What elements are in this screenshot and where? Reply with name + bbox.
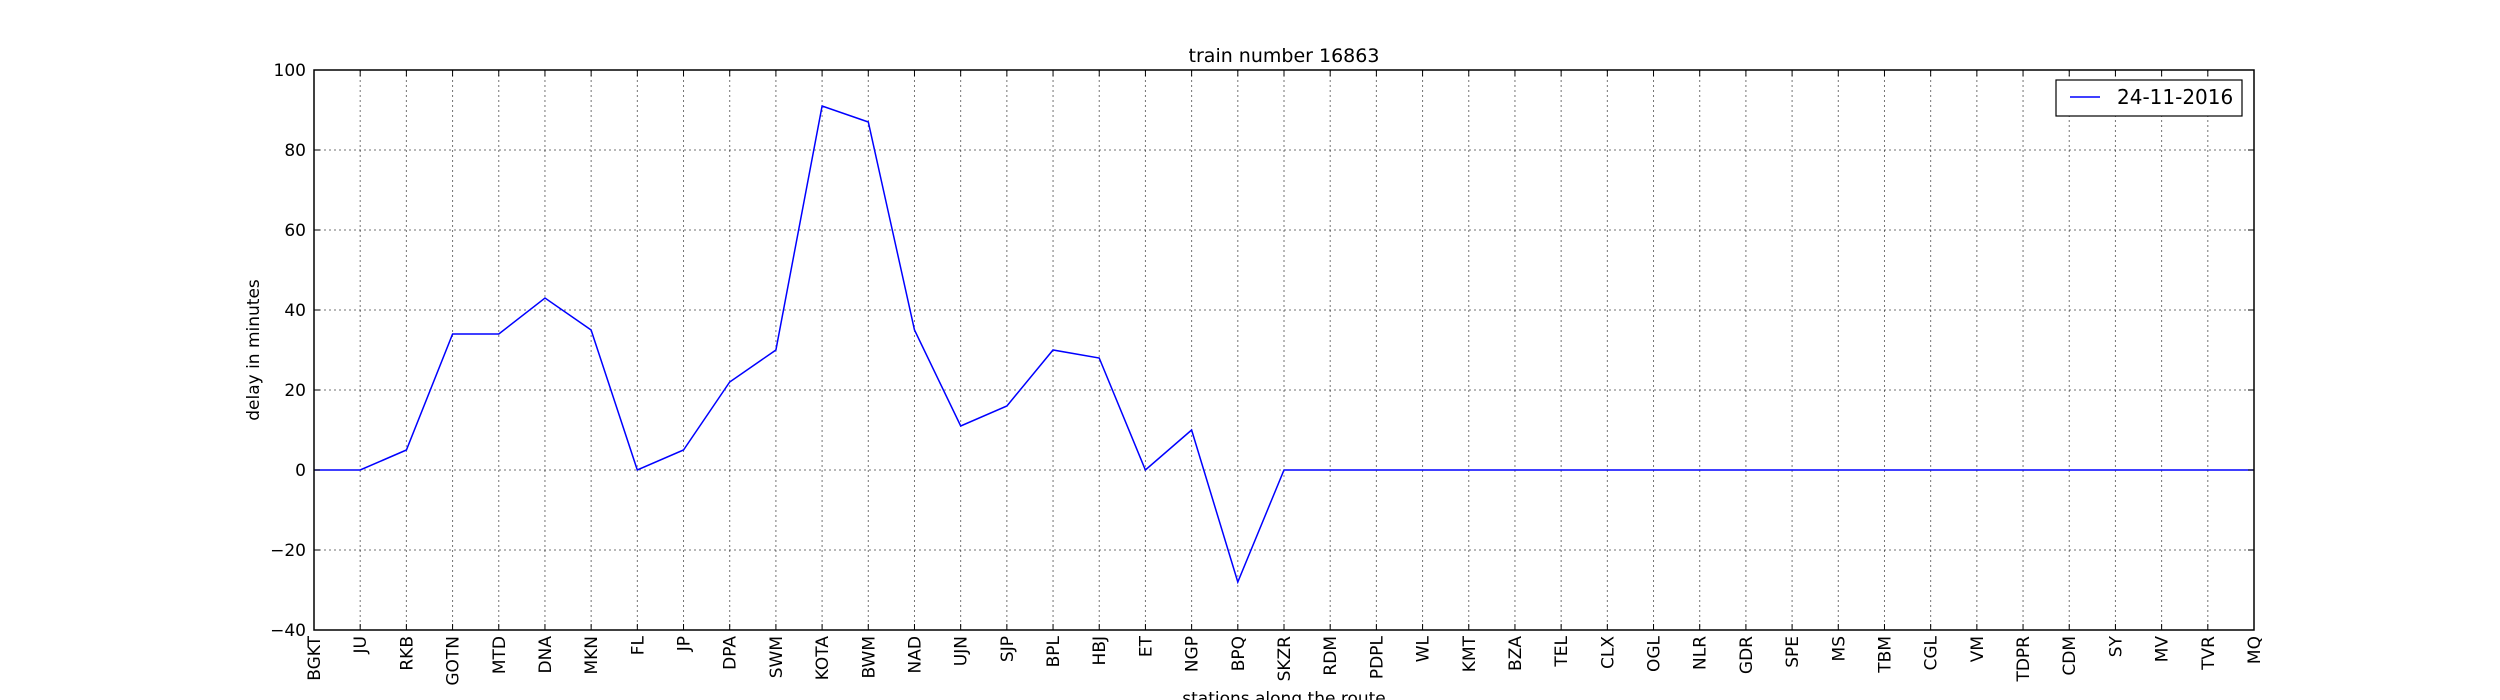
- x-tick-label: NGP: [1183, 636, 1203, 672]
- x-tick-label: HBJ: [1090, 636, 1110, 665]
- x-tick-label: NLR: [1691, 636, 1711, 670]
- x-tick-label: SKZR: [1275, 636, 1295, 682]
- y-tick-label: 60: [284, 221, 306, 241]
- x-tick-label: BZA: [1506, 636, 1526, 671]
- x-tick-label: RDM: [1321, 636, 1341, 676]
- x-tick-label: BGKT: [305, 635, 325, 680]
- y-tick-label: −40: [270, 621, 306, 641]
- x-tick-label: SPE: [1783, 636, 1803, 668]
- x-tick-label: JP: [675, 636, 695, 652]
- y-tick-label: 100: [274, 61, 306, 81]
- ticks: [313, 69, 2255, 631]
- x-tick-label: GDR: [1737, 636, 1757, 674]
- legend-label: 24-11-2016: [2117, 85, 2233, 109]
- x-tick-label: MQ: [2245, 636, 2265, 664]
- y-tick-label: 20: [284, 381, 306, 401]
- x-tick-label: KMT: [1460, 635, 1480, 672]
- y-tick-label: −20: [270, 541, 306, 561]
- series-line: [314, 105, 2254, 585]
- x-tick-label: TBM: [1875, 636, 1895, 674]
- y-tick-label: 40: [284, 301, 306, 321]
- x-tick-label: BWM: [859, 636, 879, 679]
- x-axis-label: stations along the route: [1182, 689, 1386, 700]
- chart-title: train number 16863: [1189, 45, 1380, 67]
- x-tick-label: OGL: [1645, 635, 1665, 672]
- y-tick-label: 0: [295, 461, 306, 481]
- x-tick-label: NAD: [905, 636, 925, 673]
- x-tick-label: DNA: [536, 636, 556, 674]
- x-tick-label: PDPL: [1367, 635, 1387, 679]
- x-tick-label: BPL: [1044, 635, 1064, 667]
- series-layer: [314, 105, 2254, 585]
- x-tick-label: MKN: [582, 636, 602, 675]
- x-tick-label: SWM: [767, 636, 787, 678]
- x-tick-label: TDPR: [2014, 636, 2034, 683]
- x-tick-label: CDM: [2060, 636, 2080, 676]
- x-tick-label: TEL: [1552, 635, 1572, 667]
- x-tick-label: GOTN: [444, 636, 464, 686]
- x-tick-label: UJN: [952, 636, 972, 666]
- y-axis-label: delay in minutes: [244, 279, 264, 421]
- x-tick-label: VM: [1968, 636, 1988, 662]
- y-tick-label: 80: [284, 141, 306, 161]
- legend: 24-11-2016: [2055, 79, 2243, 117]
- x-tick-label: WL: [1414, 635, 1434, 662]
- x-tick-label: CGL: [1922, 635, 1942, 670]
- legend-box: [2055, 79, 2243, 117]
- x-tick-label: DPA: [721, 636, 741, 670]
- x-tick-label: RKB: [397, 636, 417, 671]
- x-tick-label: MS: [1829, 636, 1849, 661]
- x-tick-labels: BGKT JU RKB GOTN MTD DNA MKN FL JP DPA SWM KOTA BWM N…: [305, 635, 2265, 685]
- x-tick-label: ET: [1136, 635, 1156, 657]
- x-tick-label: JU: [351, 636, 371, 654]
- x-tick-label: SY: [2106, 635, 2126, 657]
- x-tick-label: BPQ: [1229, 636, 1249, 671]
- x-tick-label: FL: [628, 635, 648, 655]
- grid: [313, 69, 2255, 631]
- y-tick-labels: −40 −20 0 20 40 60 80 100: [270, 61, 306, 641]
- x-tick-label: TVR: [2199, 636, 2219, 671]
- x-tick-label: CLX: [1598, 636, 1618, 669]
- x-tick-label: SJP: [998, 636, 1018, 662]
- x-tick-label: MV: [2153, 636, 2173, 663]
- x-tick-label: MTD: [490, 636, 510, 674]
- x-tick-label: KOTA: [813, 636, 833, 681]
